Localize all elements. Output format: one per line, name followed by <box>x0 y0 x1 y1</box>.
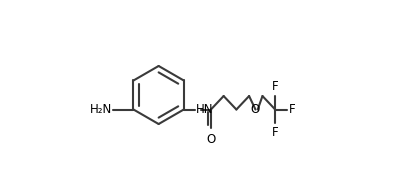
Text: F: F <box>272 126 279 139</box>
Text: F: F <box>289 103 296 116</box>
Text: F: F <box>272 80 279 93</box>
Text: O: O <box>206 133 216 146</box>
Text: H₂N: H₂N <box>90 103 112 116</box>
Text: HN: HN <box>196 103 213 116</box>
Text: O: O <box>251 103 260 116</box>
